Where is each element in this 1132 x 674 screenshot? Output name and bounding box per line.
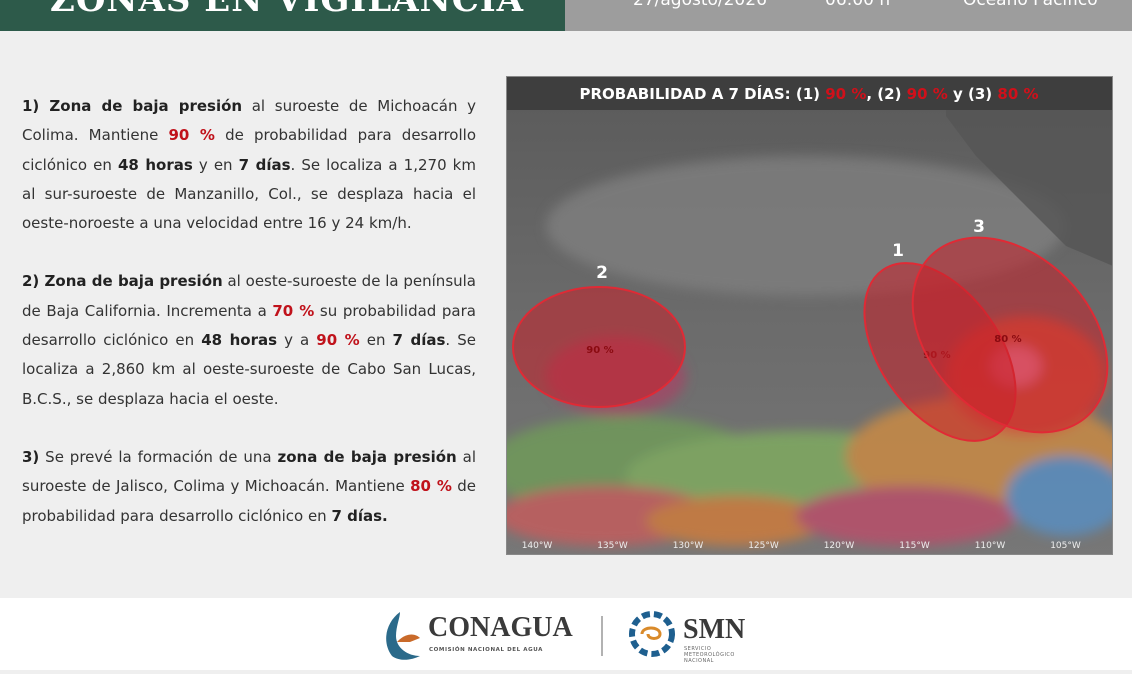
conagua-name: CONAGUA — [428, 612, 573, 643]
header-region: Océano Pacífico — [963, 0, 1098, 10]
longitude-label: 135°W — [597, 541, 628, 551]
text: de probabilidad para desarrollo ciclónic… — [22, 477, 476, 525]
satellite-map: 1 90 % 2 90 % 3 80 % PROBABILIDAD A 7 DÍAS: (… — [506, 76, 1113, 555]
header-title-bar: ZONAS EN VIGILANCIA — [0, 0, 565, 31]
text: su probabilidad para desarrollo ciclónic… — [22, 301, 476, 350]
conagua-subtitle: COMISIÓN NACIONAL DEL AGUA — [429, 646, 543, 653]
bold-text: 3) — [22, 447, 40, 466]
zone-probability: 80 % — [994, 334, 1021, 345]
zone-number: 3 — [973, 217, 985, 237]
footer: CONAGUA COMISIÓN NACIONAL DEL AGUA SMN S… — [0, 598, 1132, 670]
bold-text: 48 horas — [117, 155, 193, 174]
text: en — [359, 331, 393, 350]
probability: 70 % — [272, 301, 315, 320]
paragraph: 1) Zona de baja presión al suroeste de M… — [22, 92, 476, 238]
zone-area — [512, 286, 686, 408]
longitude-label: 120°W — [824, 541, 855, 551]
longitude-label: 130°W — [673, 541, 704, 551]
longitude-label: 115°W — [899, 541, 930, 551]
title-probability: 90 % — [825, 85, 866, 103]
text: y a — [277, 331, 317, 350]
title-text: , (2) — [866, 85, 906, 103]
smn-name: SMN — [683, 614, 745, 645]
longitude-label: 125°W — [748, 541, 779, 551]
paragraph: 3) Se prevé la formación de una zona de … — [22, 443, 476, 531]
text: . Se localiza a 2,860 km al oeste-suroes… — [22, 331, 476, 408]
text: Se prevé la formación de una — [39, 447, 278, 466]
smn-logo-swirl — [640, 626, 662, 640]
title-text: y (3) — [948, 85, 998, 103]
conagua-logo — [386, 612, 420, 660]
longitude-label: 105°W — [1050, 541, 1081, 551]
bold-text: 7 días — [238, 155, 291, 174]
text: y en — [192, 155, 239, 174]
text: al suroeste de Jalisco, Colima y Michoac… — [22, 447, 476, 496]
bold-text: zona de baja presión — [277, 447, 457, 466]
header-title: ZONAS EN VIGILANCIA — [50, 0, 525, 20]
paragraph: 2) Zona de baja presión al oeste-suroest… — [22, 267, 476, 413]
footer-logos: CONAGUA COMISIÓN NACIONAL DEL AGUA SMN S… — [386, 611, 745, 664]
zone-number: 1 — [892, 241, 904, 261]
description: 1) Zona de baja presión al suroeste de M… — [22, 92, 476, 560]
title-probability: 80 % — [997, 85, 1038, 103]
bold-text: 7 días — [392, 331, 446, 350]
zone-area — [911, 236, 1109, 434]
header-time: 06:00 h — [825, 0, 891, 10]
title-probability: 90 % — [907, 85, 948, 103]
probability: 90 % — [168, 126, 215, 145]
bold-text: 2) Zona de baja presión — [22, 272, 223, 291]
bold-text: 7 días. — [331, 506, 388, 525]
smn-logo — [629, 611, 675, 657]
map-title: PROBABILIDAD A 7 DÍAS: (1) 90 %, (2) 90 … — [579, 84, 1038, 103]
smn-subtitle: METEOROLÓGICO — [684, 651, 735, 658]
text: de probabilidad para desarrollo ciclónic… — [22, 126, 476, 174]
text: al suroeste de Michoacán y Colima. Manti… — [22, 97, 476, 145]
text: . Se localiza a 1,270 km al sur-suroeste… — [22, 155, 476, 233]
bold-text: 1) Zona de baja presión — [22, 97, 243, 115]
header-info-bar: 27/agosto/2026 06:00 h Océano Pacífico — [565, 0, 1132, 31]
zone-probability: 90 % — [586, 345, 613, 356]
smn-subtitle: NACIONAL — [684, 658, 714, 664]
zone-number: 2 — [596, 263, 608, 283]
conagua-logo-bird — [397, 634, 420, 642]
probability: 90 % — [316, 331, 360, 350]
bold-text: 48 horas — [201, 331, 278, 350]
longitude-label: 140°W — [522, 541, 553, 551]
header-date: 27/agosto/2026 — [633, 0, 767, 10]
text: al oeste-suroeste de la península de Baj… — [22, 272, 476, 320]
title-text: PROBABILIDAD A 7 DÍAS: (1) — [579, 84, 825, 103]
longitude-label: 110°W — [975, 541, 1006, 551]
probability: 80 % — [410, 477, 452, 496]
smn-subtitle: SERVICIO — [684, 646, 711, 652]
